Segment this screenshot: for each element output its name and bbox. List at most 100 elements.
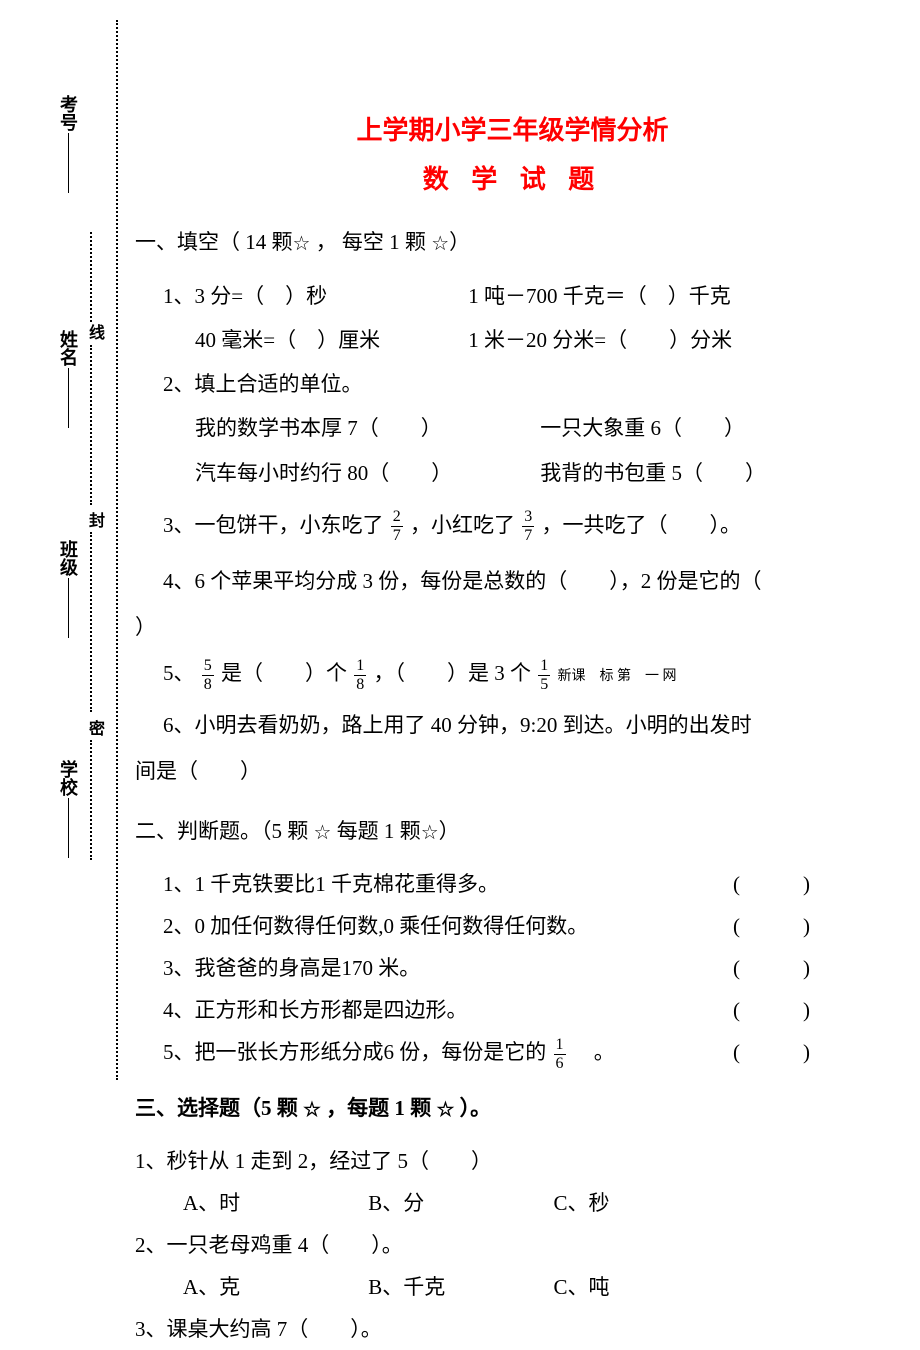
seal-char-mi: 密 (82, 718, 106, 738)
frac-num: 1 (554, 1037, 566, 1055)
section-1-header: 一、填空（ 14 颗☆ ， 每空 1 颗 ☆） (135, 221, 890, 264)
s1-q1-line1: 1、3 分=（ ）秒 1 吨－700 千克＝（ ）千克 (163, 274, 890, 318)
s2-q3: 3、我爸爸的身高是170 米。 ( ) (163, 947, 890, 989)
fraction: 37 (522, 509, 534, 544)
name-text: 姓名 (58, 330, 78, 366)
s1-q4-tail: ） (135, 603, 890, 651)
frac-den: 7 (522, 527, 534, 544)
s3-q1-opts: A、时 B、分 C、秒 (183, 1182, 890, 1224)
frac-den: 6 (554, 1055, 566, 1072)
s2-q3-text: 3、我爸爸的身高是170 米。 (163, 947, 420, 989)
star-icon: ☆ (431, 233, 449, 255)
s2-header-end: ） (439, 819, 460, 843)
frac-num: 2 (391, 509, 403, 527)
frac-den: 8 (354, 676, 366, 693)
s1-q5-pre: 5、 (163, 661, 195, 685)
side-labels-column: 考号 姓名 班级 学校 (55, 0, 85, 1302)
frac-num: 1 (354, 658, 366, 676)
s3-header-pre: 三、选择题（5 颗 (135, 1096, 303, 1120)
frac-den: 8 (202, 676, 214, 693)
section-2-header: 二、判断题。（5 颗 ☆ 每题 1 颗☆） (135, 810, 890, 853)
s1-q1-line2: 40 毫米=（ ）厘米 1 米－20 分米=（ ）分米 (195, 318, 890, 362)
section-3-header: 三、选择题（5 颗 ☆ ，每题 1 颗 ☆ ）。 (135, 1087, 890, 1130)
s1-q2-line1: 我的数学书本厚 7（ ） 一只大象重 6（ ） (195, 406, 890, 450)
s2-q5-pre: 5、把一张长方形纸分成6 份，每份是它的 (163, 1040, 552, 1064)
judge-paren: ( ) (733, 989, 890, 1031)
dotted-segment-2 (90, 345, 92, 505)
star-icon: ☆ (421, 822, 439, 844)
frac-num: 5 (202, 658, 214, 676)
class-label: 班级 (55, 540, 81, 640)
frac-den: 5 (538, 676, 550, 693)
s2-q2-text: 2、0 加任何数得任何数,0 乘任何数得任何数。 (163, 905, 588, 947)
star-icon: ☆ (314, 822, 332, 844)
fraction: 58 (202, 658, 214, 693)
fraction: 15 (538, 658, 550, 693)
s1-q5-mid2: ，（ ）是 3 个 (374, 661, 532, 685)
s1-q5-small: 新课 标 第 一 网 (558, 669, 677, 684)
s1-q1-d: 1 米－20 分米=（ ）分米 (468, 328, 732, 352)
fraction: 18 (354, 658, 366, 693)
s2-q1: 1、1 千克铁要比1 千克棉花重得多。 ( ) (163, 863, 890, 905)
exam-no-label: 考号 (55, 95, 81, 195)
s1-q1-b: 1 吨－700 千克＝（ ）千克 (468, 284, 731, 308)
s3-header-end: ）。 (454, 1096, 491, 1120)
s3-q3: 3、课桌大约高 7（ ）。 (135, 1308, 890, 1350)
dotted-seal-line (116, 20, 118, 1080)
s1-q3-mid: ，小红吃了 (410, 513, 515, 537)
s1-q1-a: 1、3 分=（ ）秒 (163, 274, 463, 318)
s1-q1-c: 40 毫米=（ ）厘米 (195, 318, 463, 362)
s1-q3-post: ，一共吃了（ ）。 (542, 513, 742, 537)
s2-q5: 5、把一张长方形纸分成6 份，每份是它的 16 。 ( ) (163, 1031, 890, 1073)
s1-q5: 5、 58 是（ ）个 18 ，（ ）是 3 个 15 新课 标 第 一 网 (163, 651, 890, 695)
title-line-1: 上学期小学三年级学情分析 (135, 110, 890, 147)
s2-q4: 4、正方形和长方形都是四边形。 ( ) (163, 989, 890, 1031)
s1-header-post: ， 每空 1 颗 (310, 230, 431, 254)
s1-q3-pre: 3、一包饼干，小东吃了 (163, 513, 384, 537)
title-line-2: 数 学 试 题 (135, 159, 890, 196)
frac-den: 7 (391, 527, 403, 544)
fraction: 27 (391, 509, 403, 544)
s2-q4-text: 4、正方形和长方形都是四边形。 (163, 989, 468, 1031)
s1-q2-d: 我背的书包重 5（ ） (540, 461, 766, 485)
s2-q1-text: 1、1 千克铁要比1 千克棉花重得多。 (163, 863, 499, 905)
seal-char-xian: 线 (82, 322, 106, 342)
fraction: 16 (554, 1037, 566, 1072)
s1-header-end: ） (449, 230, 470, 254)
s3-q2: 2、一只老母鸡重 4（ ）。 (135, 1224, 890, 1266)
s3-q1-b: B、分 (368, 1182, 548, 1224)
s1-q5-mid1: 是（ ）个 (221, 661, 347, 685)
judge-paren: ( ) (733, 947, 890, 989)
dotted-segment-3 (90, 532, 92, 712)
s3-q1-c: C、秒 (554, 1182, 734, 1224)
school-label: 学校 (55, 760, 81, 860)
s3-q1-a: A、时 (183, 1182, 363, 1224)
s1-q6: 6、小明去看奶奶，路上用了 40 分钟，9:20 到达。小明的出发时 (163, 703, 890, 747)
s3-header-mid: ，每题 1 颗 (321, 1096, 437, 1120)
star-icon: ☆ (303, 1099, 321, 1121)
judge-paren: ( ) (733, 863, 890, 905)
s1-q6-tail: 间是（ ） (135, 747, 890, 795)
s1-q2-line2: 汽车每小时约行 80（ ） 我背的书包重 5（ ） (195, 451, 890, 495)
judge-paren: ( ) (733, 905, 890, 947)
exam-content: 上学期小学三年级学情分析 数 学 试 题 一、填空（ 14 颗☆ ， 每空 1 … (135, 110, 890, 1350)
s2-header-mid: 每题 1 颗 (331, 819, 420, 843)
s1-q2-a: 我的数学书本厚 7（ ） (195, 406, 535, 450)
s2-q5-post: 。 (573, 1040, 615, 1064)
s1-q2-c: 汽车每小时约行 80（ ） (195, 451, 535, 495)
frac-num: 3 (522, 509, 534, 527)
s2-header-pre: 二、判断题。（5 颗 (135, 819, 314, 843)
s1-q2-b: 一只大象重 6（ ） (540, 416, 745, 440)
judge-paren: ( ) (733, 1031, 890, 1073)
s1-q2: 2、填上合适的单位。 (163, 362, 890, 406)
class-text: 班级 (58, 540, 78, 576)
s1-q4: 4、6 个苹果平均分成 3 份，每份是总数的（ ），2 份是它的（ (163, 559, 890, 603)
s3-q1: 1、秒针从 1 走到 2，经过了 5（ ） (135, 1140, 890, 1182)
s2-q2: 2、0 加任何数得任何数,0 乘任何数得任何数。 ( ) (163, 905, 890, 947)
dotted-segment-1 (90, 232, 92, 322)
s1-q3: 3、一包饼干，小东吃了 27 ，小红吃了 37 ，一共吃了（ ）。 (163, 503, 890, 547)
name-label: 姓名 (55, 330, 81, 430)
exam-no-text: 考号 (58, 95, 78, 131)
s2-q5-text: 5、把一张长方形纸分成6 份，每份是它的 16 。 (163, 1031, 615, 1073)
dotted-segment-4 (90, 740, 92, 860)
